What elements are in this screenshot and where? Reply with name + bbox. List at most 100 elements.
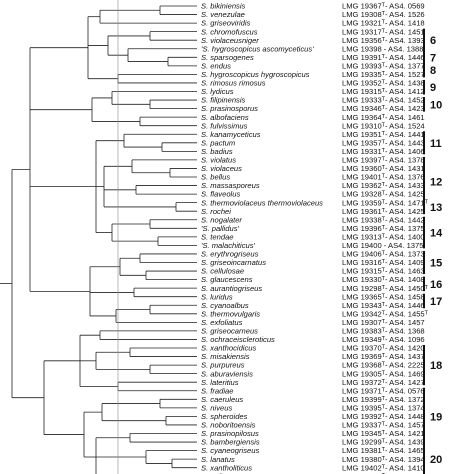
cluster-number: 14 xyxy=(430,228,443,240)
taxon-label: S. prasinosporus xyxy=(201,104,258,113)
strain-label: LMG 19299ᵀ- AS4. 1439 xyxy=(342,438,425,447)
taxon-label: S. luridus xyxy=(201,292,233,301)
strain-label: LMG 19393ᵀ- AS4. 1377 xyxy=(342,61,425,70)
taxon-label: S. aurantiogriseus xyxy=(201,284,262,293)
taxon-label: S. thermoviolaceus thermoviolaceus xyxy=(201,198,323,207)
taxon-label: S. caeruleus xyxy=(201,395,243,404)
taxon-label: S. tendae xyxy=(201,232,234,241)
strain-label: LMG 19307ᵀ- AS4. 1457 xyxy=(342,318,425,327)
strain-label: LMG 19349ᵀ- AS4. 1096 xyxy=(342,335,425,344)
taxon-label: S. chromofuscus xyxy=(201,27,258,36)
taxon-label: S. nogalater xyxy=(201,215,242,224)
taxon-label: S. purpureus xyxy=(201,361,245,370)
strain-label: LMG 19345ᵀ- AS4. 1421 xyxy=(342,429,425,438)
taxon-label: S. gelinus xyxy=(201,472,235,474)
strain-label: LMG 19313ᵀ- AS4. 1400 xyxy=(342,232,425,241)
strain-label: LMG 19337ᵀ- AS4. 1457 xyxy=(342,421,425,430)
strain-label: LMG 19369ᵀ- AS4. 1437 xyxy=(342,352,425,361)
strain-label: LMG 19395ᵀ- AS4. 1374 xyxy=(342,403,425,412)
cluster-number: 11 xyxy=(430,138,442,150)
strain-label: LMG 19317ᵀ- AS4. 1451 xyxy=(342,27,425,36)
strain-label: LMG 19360ᵀ- AS4. 1431 xyxy=(342,164,425,173)
strain-label: LMG 19392ᵀ- AS4. 1448 xyxy=(342,412,425,421)
strain-label: LMG 19364ᵀ- AS4. 1461 xyxy=(342,113,425,122)
cluster-number: 19 xyxy=(430,411,442,423)
taxon-label: S. cyanoalbus xyxy=(201,301,249,310)
cluster-number: 12 xyxy=(430,176,442,188)
taxon-label: S. filipinensis xyxy=(201,96,246,105)
strain-label: LMG 19330ᵀ- AS4. 1408 xyxy=(342,275,425,284)
strain-label: LMG 19396ᵀ- AS4. 1375 xyxy=(342,224,425,233)
strain-label: LMG 19357ᵀ- AS4. 1443 xyxy=(342,138,425,147)
taxon-label: S. xanthocidicus xyxy=(201,344,256,353)
taxon-label: 'S. hygroscopicus ascomyceticus' xyxy=(201,44,314,53)
strain-label: LMG 19398 - AS4. 1388 xyxy=(342,44,423,53)
taxon-label: S. endus xyxy=(201,61,231,70)
strain-label: LMG 19383ᵀ- AS4. 1368 xyxy=(342,327,425,336)
cluster-number: 10 xyxy=(430,99,442,111)
cluster-number: 16 xyxy=(430,279,442,291)
strain-label: LMG 19310ᵀ- AS4. 1524 xyxy=(342,121,425,130)
taxon-label: S. bikiniensis xyxy=(201,2,246,11)
taxon-label: 'S. malachiticus' xyxy=(201,241,256,250)
cluster-number: 17 xyxy=(430,296,442,308)
strain-label: LMG 19335ᵀ- AS4. 1527 xyxy=(342,70,425,79)
taxon-label: S. violaceus xyxy=(201,164,242,173)
strain-label: LMG 19356ᵀ- AS4. 1393 xyxy=(342,36,425,45)
strain-label: LMG 19352ᵀ- AS4. 1438 xyxy=(342,79,425,88)
strain-label: LMG 19315ᵀ- AS4. 1412 xyxy=(342,87,425,96)
taxon-label: S. thermovulgaris xyxy=(201,309,260,318)
cluster-number: 7 xyxy=(430,52,436,64)
taxon-label: S. lateritius xyxy=(201,378,239,387)
strain-label: LMG 19328ᵀ- AS4. 1425 xyxy=(342,190,425,199)
strain-label: LMG 19359ᵀ- AS4. 1471ᵀ xyxy=(342,198,429,207)
taxon-label: S. fulvissimus xyxy=(201,121,248,130)
taxon-label: S. xantholiticus xyxy=(201,463,252,472)
strain-label: LMG 19315ᵀ- AS4. 1463 xyxy=(342,267,425,276)
cluster-number: 18 xyxy=(430,360,442,372)
strain-label: LMG 19397ᵀ- AS4. 1378 xyxy=(342,156,425,165)
strain-label: LMG 19399ᵀ- AS4. 1372 xyxy=(342,395,425,404)
cluster-number: 20 xyxy=(430,454,442,466)
strain-label: LMG 19381ᵀ- AS4. 1465 xyxy=(342,446,425,455)
taxon-label: S. erythrogriseus xyxy=(201,250,259,259)
strain-label: LMG 19406ᵀ- AS4. 1373 xyxy=(342,250,425,259)
cluster-number: 8 xyxy=(430,65,436,77)
strain-label: LMG 19371ᵀ- AS4. 0576 xyxy=(342,386,425,395)
strain-label: LMG 19343ᵀ- AS4. 1446 xyxy=(342,301,425,310)
taxon-label: S. violatus xyxy=(201,156,236,165)
strain-label: LMG 19338ᵀ- AS4. 1442 xyxy=(342,215,425,224)
strain-label: LMG 19361ᵀ- AS4. 1425 xyxy=(342,207,425,216)
taxon-label: S. spheroides xyxy=(201,412,248,421)
cluster-number: 13 xyxy=(430,202,442,214)
taxon-label: S. glaucescens xyxy=(201,275,253,284)
taxon-label: S. griseoviridis xyxy=(201,19,251,28)
dendrogram-branches xyxy=(0,5,197,474)
taxon-label: S. venezulae xyxy=(201,10,245,19)
taxon-label: S. cellulosae xyxy=(201,267,244,276)
strain-label: LMG 19342ᵀ- AS4. 1455ᵀ xyxy=(342,309,429,318)
taxon-label: S. lydicus xyxy=(201,87,234,96)
taxon-label: S. rimosus rimosus xyxy=(201,79,266,88)
strain-label: LMG 19391ᵀ- AS4. 1446 xyxy=(342,53,425,62)
strain-label: LMG 19400 - AS4. 1375 xyxy=(342,241,423,250)
taxon-label: S. bambergiensis xyxy=(201,438,260,447)
strain-label: LMG 19346ᵀ- AS4. 1423 xyxy=(342,104,425,113)
strain-label: LMG 19351ᵀ- AS4. 1441 xyxy=(342,130,425,139)
strain-label: LMG 19333ᵀ- AS4. 1452 xyxy=(342,96,425,105)
taxon-label: S. flaveolus xyxy=(201,190,240,199)
taxon-label: S. hygroscopicus hygroscopicus xyxy=(201,70,310,79)
strain-label: LMG 19380ᵀ- AS4. 1394 xyxy=(342,455,425,464)
strain-label: LMG 19308ᵀ- AS4. 1526 xyxy=(342,10,425,19)
strain-label: LMG 19316ᵀ- AS4. 1409 xyxy=(342,258,425,267)
strain-label: LMG 19372ᵀ- AS4. 1427 xyxy=(342,378,425,387)
taxon-label: S. prasinopilosus xyxy=(201,429,259,438)
taxon-label: S. lanatus xyxy=(201,455,235,464)
cluster-markers: 6 78 9 10 11 12 13 14 15 16 17 18 19 20 xyxy=(423,28,443,474)
taxon-label: S. exfoliatus xyxy=(201,318,243,327)
taxon-label: S. badius xyxy=(201,147,233,156)
strain-label: LMG 19362ᵀ- AS4. 1433 xyxy=(342,181,425,190)
taxon-label: 'S. pallidus' xyxy=(201,224,239,233)
